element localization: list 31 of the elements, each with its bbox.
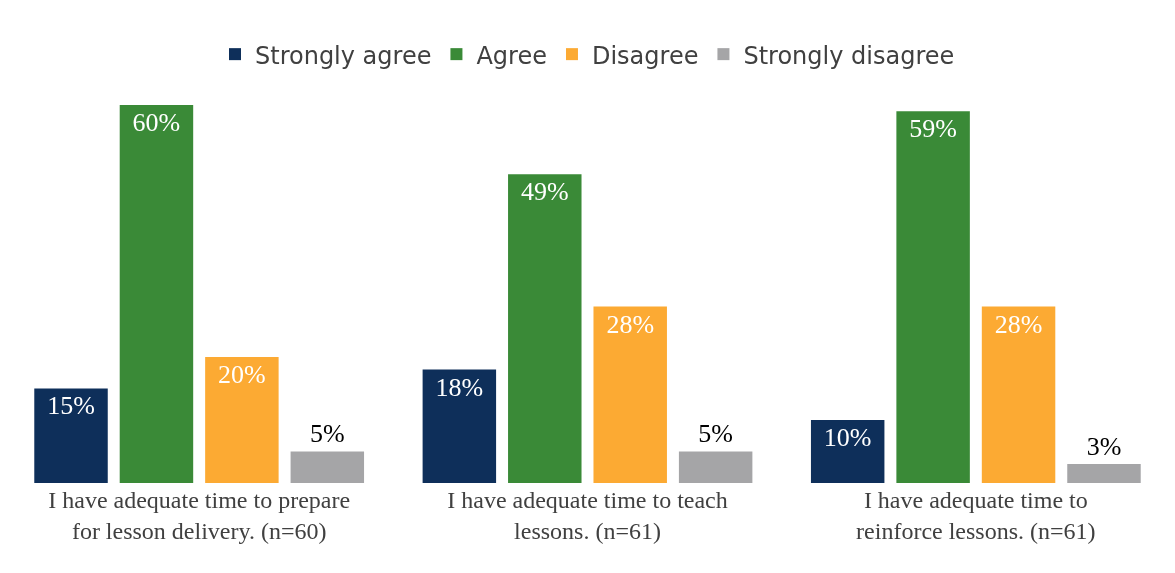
bar <box>422 369 497 483</box>
data-label: 49% <box>520 177 569 207</box>
x-tick-label: I have adequate time to prepare for lesson delivery. (n=60) <box>48 487 351 545</box>
data-label: 5% <box>309 419 345 449</box>
bar <box>205 356 279 483</box>
data-label: 59% <box>909 114 957 144</box>
data-label: 3% <box>1086 432 1122 462</box>
bar <box>810 419 885 483</box>
legend-label: Agree <box>476 41 547 70</box>
bar <box>896 111 970 483</box>
data-label: 28% <box>994 309 1043 339</box>
data-label: 20% <box>218 359 266 389</box>
legend-label: Disagree <box>591 41 699 70</box>
bar <box>34 388 108 483</box>
legend-label: Strongly agree <box>255 41 432 70</box>
data-label: 5% <box>698 419 733 449</box>
x-tick-label: I have adequate time to reinforce lessons. (n=61) <box>856 487 1096 545</box>
data-label: 60% <box>132 107 181 137</box>
data-label: 10% <box>823 422 872 452</box>
x-tick-label: I have adequate time to teach lessons. (n=61) <box>447 487 728 545</box>
data-label: 18% <box>435 372 484 402</box>
bar <box>593 306 667 483</box>
data-label: 28% <box>606 309 655 339</box>
bar <box>1067 464 1141 483</box>
data-label: 15% <box>47 391 95 421</box>
bar <box>119 104 194 483</box>
legend-label: Strongly disagree <box>743 41 955 70</box>
bar <box>290 451 365 483</box>
bar <box>981 306 1056 483</box>
bar <box>508 174 582 483</box>
bar <box>678 451 753 483</box>
